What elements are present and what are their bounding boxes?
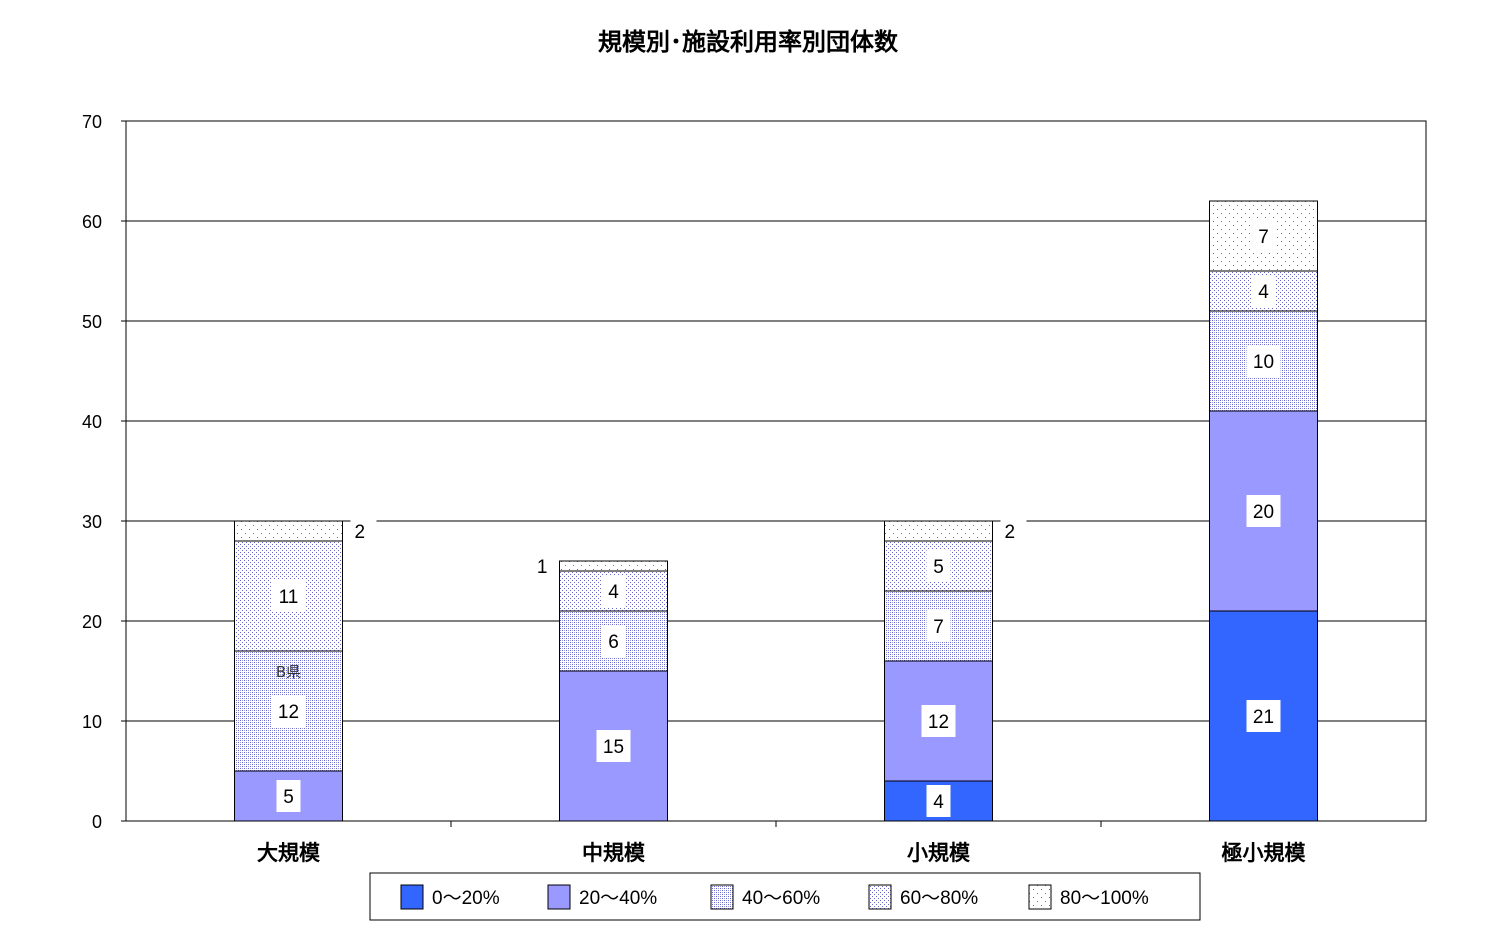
x-tick-label: 極小規模 xyxy=(1222,841,1307,865)
annotations: B県 xyxy=(276,663,301,681)
data-label: 4 xyxy=(933,792,944,813)
data-label-bg xyxy=(921,705,956,737)
data-label: 4 xyxy=(1258,282,1269,303)
legend-box xyxy=(369,872,1201,921)
data-label: 21 xyxy=(1253,707,1274,728)
data-label-bg xyxy=(350,516,377,546)
data-label: 20 xyxy=(1253,502,1274,523)
x-tick-label: 中規模 xyxy=(582,841,646,865)
data-label-bg xyxy=(1246,495,1281,527)
data-label: 7 xyxy=(933,617,944,638)
bar-segment xyxy=(234,520,343,542)
data-label-bg xyxy=(1251,275,1276,307)
y-tick-label: 50 xyxy=(82,312,102,332)
legend-swatch xyxy=(710,884,734,910)
bar-segment xyxy=(884,590,993,662)
y-tick-label: 20 xyxy=(82,612,102,632)
data-label-bg xyxy=(1246,700,1281,732)
y-tick-label: 30 xyxy=(82,512,102,532)
data-label: 6 xyxy=(608,632,619,653)
data-label-bg xyxy=(271,580,306,612)
legend: 0～20% 20～40% 40～60% 60～80% 80～100% xyxy=(369,872,1201,921)
data-label: 1 xyxy=(537,557,548,578)
legend-swatch xyxy=(868,884,892,910)
data-label-bg xyxy=(596,730,631,762)
data-label: 12 xyxy=(278,702,299,723)
bar-segment xyxy=(559,560,668,572)
data-label-bg xyxy=(601,575,626,607)
y-tick-label: 70 xyxy=(82,112,102,132)
legend-swatch xyxy=(1028,884,1052,910)
x-tick-label: 小規模 xyxy=(907,841,971,865)
data-label-bg xyxy=(926,785,951,817)
legend-label: 0～20% xyxy=(432,888,500,909)
data-label: 2 xyxy=(1005,522,1016,543)
data-labels: 5 12 11 2 15 6 4 1 4 12 7 5 2 21 20 10 4 7 xyxy=(271,220,1281,817)
legend-swatch xyxy=(400,884,424,910)
data-label-bg xyxy=(926,550,951,582)
legend-label: 60～80% xyxy=(900,888,978,909)
chart-title: 規模別･施設利用率別団体数 xyxy=(598,28,899,56)
data-label-bg xyxy=(276,780,301,812)
data-label-bg xyxy=(271,695,306,727)
data-label-bg xyxy=(1246,345,1281,377)
legend-label: 80～100% xyxy=(1060,888,1149,909)
y-tick-label: 0 xyxy=(92,812,102,832)
data-label: 5 xyxy=(933,557,944,578)
y-axis: 0 10 20 30 40 50 60 70 xyxy=(82,112,126,832)
data-label: 10 xyxy=(1253,352,1274,373)
legend-label: 20～40% xyxy=(579,888,657,909)
data-label: 15 xyxy=(603,737,624,758)
annotation: B県 xyxy=(276,663,301,681)
data-label: 11 xyxy=(279,587,299,608)
data-label-bg xyxy=(601,625,626,657)
x-axis: 大規模 中規模 小規模 極小規模 xyxy=(257,821,1306,865)
data-label-bg xyxy=(926,610,951,642)
data-label: 7 xyxy=(1258,227,1269,248)
data-label-bg xyxy=(1251,220,1276,252)
bar-segment xyxy=(884,520,993,542)
y-tick-label: 60 xyxy=(82,212,102,232)
data-label: 4 xyxy=(608,582,619,603)
y-tick-label: 40 xyxy=(82,412,102,432)
data-label: 12 xyxy=(928,712,949,733)
data-label-bg xyxy=(525,551,552,581)
data-label: 2 xyxy=(355,522,366,543)
data-label-bg xyxy=(1000,516,1027,546)
y-tick-label: 10 xyxy=(82,712,102,732)
data-label: 5 xyxy=(283,787,294,808)
x-tick-label: 大規模 xyxy=(257,841,321,865)
legend-label: 40～60% xyxy=(742,888,820,909)
legend-swatch xyxy=(547,884,571,910)
